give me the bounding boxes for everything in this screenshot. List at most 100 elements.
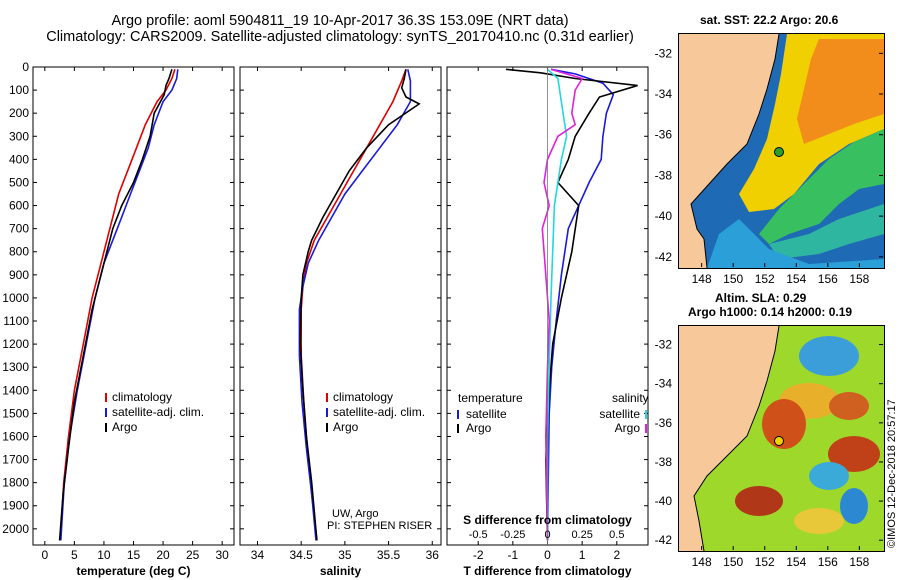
series-line: [58, 69, 173, 541]
y-tick-label: 400: [9, 152, 29, 166]
legend-label: satellite-adj. clim.: [112, 405, 204, 419]
y-tick-label: 1900: [2, 499, 29, 513]
y-tick-label: 1400: [2, 383, 29, 397]
y-tick-label: 1800: [2, 476, 29, 490]
high-anomaly-east: [828, 436, 880, 472]
map-x-tick-label: 156: [818, 555, 838, 569]
series-line: [298, 69, 412, 541]
series-line: [59, 69, 176, 541]
y-tick-label: 1000: [2, 291, 29, 305]
map-x-tick-label: 154: [786, 272, 806, 286]
x-tick-label: 36: [426, 548, 440, 562]
sla-map-graphic: [679, 326, 884, 551]
x-tick-label: 2: [613, 548, 620, 562]
map-x-tick-label: 158: [849, 555, 869, 569]
map-x-tick-label: 154: [786, 555, 806, 569]
x-tick-label: 34.5: [289, 548, 313, 562]
argo-float-marker: [774, 147, 784, 157]
sla-map-title-line-1: Altim. SLA: 0.29: [715, 291, 807, 305]
plot-frame-temperature: [32, 66, 235, 546]
coastline: [690, 34, 780, 268]
map-x-tick-label: 156: [818, 272, 838, 286]
y-tick-label: 500: [9, 175, 29, 189]
y-tick-label: 300: [9, 129, 29, 143]
x-tick-label: -1: [508, 548, 519, 562]
top-x-tick-label: 0: [544, 529, 550, 541]
map-x-tick-label: 150: [723, 272, 743, 286]
sla-map-title-line-2: Argo h1000: 0.14 h2000: 0.19: [688, 305, 853, 319]
teal-water: [769, 204, 884, 259]
legend-label: satellite-adj. clim.: [333, 405, 425, 419]
y-tick-label: 600: [9, 199, 29, 213]
y-tick-label: 1500: [2, 406, 29, 420]
series-line: [546, 68, 568, 541]
x-tick-label: 35: [338, 548, 352, 562]
y-tick-label: 0: [22, 60, 29, 74]
x-tick-label: -2: [473, 548, 484, 562]
y-tick-label: 900: [9, 268, 29, 282]
low-anomaly-southeast: [840, 488, 868, 524]
y-tick-label: 1300: [2, 360, 29, 374]
y-tick-label: 2000: [2, 522, 29, 536]
map-x-tick-label: 150: [723, 555, 743, 569]
map-x-tick-label: 148: [692, 555, 712, 569]
top-x-tick-label: -0.25: [500, 529, 525, 541]
high-anomaly-south: [735, 486, 783, 516]
plot-frame-salinity: [239, 66, 442, 546]
x-tick-label: 1: [579, 548, 586, 562]
x-tick-label: 34: [251, 548, 265, 562]
coastline: [693, 326, 780, 551]
sst-map-graphic: [679, 34, 884, 268]
top-x-tick-label: 0.5: [609, 529, 624, 541]
y-tick-label: 1100: [3, 314, 29, 328]
series-line: [60, 69, 179, 541]
map-x-tick-label: 152: [755, 555, 775, 569]
annotation-line: PI: STEPHEN RISER: [327, 520, 432, 532]
x-tick-label: 30: [215, 548, 229, 562]
y-tick-label: 100: [9, 83, 29, 97]
x-axis-label-differences: T difference from climatology: [463, 564, 631, 578]
y-tick-label: 1600: [2, 429, 29, 443]
high-anomaly-northeast: [829, 392, 869, 420]
x-tick-label: 15: [127, 548, 141, 562]
high-anomaly-southeast: [794, 508, 844, 534]
sst-map: [678, 33, 885, 269]
legend-label: Argo: [333, 420, 359, 434]
warm-water-orange: [797, 39, 884, 144]
y-tick-label: 1700: [2, 453, 29, 467]
sst-map-title: sat. SST: 22.2 Argo: 20.6: [700, 13, 839, 27]
annotation-line: UW, Argo: [332, 508, 378, 520]
mid-water-green: [759, 129, 884, 244]
x-axis-label-temperature: temperature (deg C): [76, 564, 190, 578]
x-tick-label: 25: [186, 548, 200, 562]
top-x-axis-label: S difference from climatology: [463, 513, 632, 527]
profile-figure: 0100200300400500600700800900100011001200…: [2, 60, 649, 578]
argo-float-marker: [774, 436, 784, 446]
legend-label: Argo: [615, 421, 641, 435]
y-tick-label: 800: [9, 245, 29, 259]
map-x-tick-label: 158: [849, 272, 869, 286]
cool-water-blue: [707, 219, 884, 268]
top-x-tick-label: -0.5: [469, 529, 488, 541]
x-tick-label: 0: [544, 548, 551, 562]
top-x-tick-label: 0.25: [571, 529, 592, 541]
series-line: [546, 68, 615, 541]
y-tick-label: 1200: [2, 337, 29, 351]
map-x-tick-label: 152: [755, 272, 775, 286]
legend-label: climatology: [112, 390, 172, 404]
series-line: [299, 69, 421, 541]
title-line-1: Argo profile: aoml 5904811_19 10-Apr-201…: [111, 13, 569, 29]
series-line: [505, 68, 638, 541]
legend-label: Argo: [466, 421, 492, 435]
low-anomaly-center: [809, 462, 849, 490]
sla-map: [678, 325, 885, 552]
map-x-tick-label: 148: [692, 272, 712, 286]
legend-title-temperature: temperature: [458, 391, 523, 405]
legend-label: satellite: [466, 407, 507, 421]
legend-label: Argo: [112, 420, 138, 434]
x-tick-label: 5: [71, 548, 78, 562]
legend-title-salinity: salinity: [612, 391, 649, 405]
x-tick-label: 0: [41, 548, 48, 562]
high-anomaly-core: [762, 399, 806, 449]
y-tick-label: 200: [9, 106, 29, 120]
